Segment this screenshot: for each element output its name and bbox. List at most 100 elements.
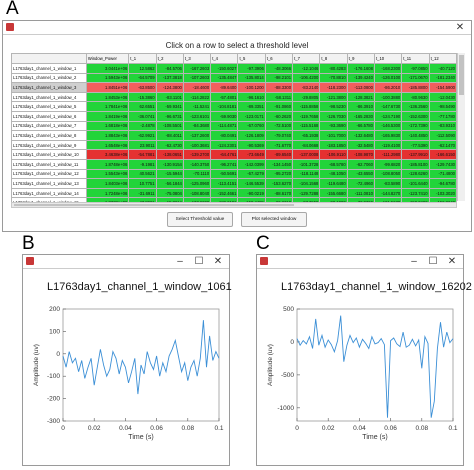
plot-b-titlebar[interactable]: – ☐ ✕ bbox=[23, 255, 229, 269]
table-cell[interactable]: -12.0430 bbox=[428, 91, 458, 103]
table-cell[interactable]: -112.5090 bbox=[428, 130, 458, 141]
table-cell[interactable]: -11.5241 bbox=[182, 101, 212, 112]
table-cell[interactable]: 1.8843e+06 bbox=[85, 130, 130, 141]
table-cell[interactable]: -83.2140 bbox=[292, 82, 321, 93]
table-cell[interactable]: -64.5709 bbox=[128, 72, 157, 84]
table-cell[interactable]: -119.7658 bbox=[292, 110, 321, 122]
table-cell[interactable]: -123.7410 bbox=[401, 187, 430, 199]
column-header[interactable] bbox=[11, 53, 87, 64]
table-cell[interactable]: -95.2720 bbox=[264, 168, 294, 180]
table-cell[interactable]: 1.8748e+06 bbox=[85, 158, 130, 170]
table-cell[interactable]: -128.6260 bbox=[401, 168, 430, 180]
plot-c-titlebar[interactable]: – ☐ ✕ bbox=[257, 255, 463, 269]
table-cell[interactable]: -89.3351 bbox=[237, 101, 266, 112]
table-cell[interactable]: -129.7288 bbox=[292, 187, 321, 199]
table-cell[interactable]: -60.2620 bbox=[264, 110, 294, 122]
table-cell[interactable]: -124.2301 bbox=[210, 139, 239, 151]
table-cell[interactable]: -107.2603 bbox=[182, 72, 212, 84]
row-name-cell[interactable]: L1763day1_channel_1_window_11 bbox=[11, 158, 87, 170]
table-cell[interactable]: -138.0651 bbox=[155, 149, 184, 160]
table-cell[interactable]: -75.0804 bbox=[155, 187, 184, 199]
table-row[interactable]: L1763day1_channel_1_window_7 1.6818e+06 -2… bbox=[11, 120, 458, 132]
table-cell[interactable]: -106.4200 bbox=[292, 72, 321, 84]
table-cell[interactable]: 40.5621 bbox=[128, 168, 157, 180]
table-cell[interactable]: -84.3680 bbox=[182, 120, 212, 132]
table-cell[interactable]: -89.6540 bbox=[264, 149, 294, 160]
close-icon[interactable]: ✕ bbox=[447, 256, 457, 267]
table-cell[interactable]: -185.8100 bbox=[401, 158, 430, 170]
table-cell[interactable]: -128.3821 bbox=[346, 91, 375, 103]
table-cell[interactable]: 62.6551 bbox=[128, 101, 157, 112]
table-cell[interactable]: -83.9310 bbox=[428, 120, 458, 132]
table-cell[interactable]: -56.1844 bbox=[155, 178, 184, 189]
select-threshold-button[interactable]: Select Threshold value bbox=[167, 212, 233, 227]
table-cell[interactable]: -32.5480 bbox=[346, 139, 375, 151]
table-cell[interactable]: -67.0760 bbox=[237, 120, 266, 132]
row-name-cell[interactable]: L1763day1_channel_1_window_12 bbox=[11, 168, 87, 180]
table-cell[interactable]: -96.6731 bbox=[155, 110, 184, 122]
table-cell[interactable]: -168.2300 bbox=[373, 63, 403, 74]
column-header[interactable]: t_6 bbox=[264, 53, 294, 64]
table-cell[interactable]: -98.5230 bbox=[319, 101, 348, 112]
table-cell[interactable]: -86.3910 bbox=[346, 101, 375, 112]
table-row[interactable]: L1763day1_channel_1_window_10 3.4638e+06-… bbox=[11, 149, 458, 160]
table-cell[interactable]: 1.5543e+06 bbox=[85, 168, 130, 180]
table-cell[interactable]: -154.5900 bbox=[428, 82, 458, 93]
table-cell[interactable]: -108.5501 bbox=[155, 120, 184, 132]
table-cell[interactable]: -101.7000 bbox=[319, 130, 348, 141]
table-cell[interactable]: -79.0740 bbox=[264, 130, 294, 141]
table-cell[interactable]: -90.0219 bbox=[237, 187, 266, 199]
minimize-icon[interactable]: – bbox=[411, 256, 417, 267]
table-cell[interactable]: -111.0810 bbox=[346, 187, 375, 199]
row-name-cell[interactable]: L1763day1_channel_1_window_7 bbox=[11, 120, 87, 132]
table-cell[interactable]: -101.6440 bbox=[401, 178, 430, 189]
table-cell[interactable]: -94.6780 bbox=[428, 178, 458, 189]
table-cell[interactable]: -96.1610 bbox=[237, 91, 266, 103]
table-cell[interactable]: -66.5780 bbox=[346, 120, 375, 132]
table-cell[interactable]: -126.0100 bbox=[373, 72, 403, 84]
table-cell[interactable]: -36.0741 bbox=[128, 110, 157, 122]
table-row[interactable]: L1763day1_channel_1_window_1 3.0441e+06 12… bbox=[11, 63, 458, 74]
table-cell[interactable]: 1.8403e+06 bbox=[85, 178, 130, 189]
table-cell[interactable]: -15.3860 bbox=[128, 91, 157, 103]
table-cell[interactable]: -97.0850 bbox=[401, 63, 430, 74]
table-cell[interactable]: -59.9341 bbox=[155, 101, 184, 112]
table-cell[interactable]: -135.8014 bbox=[237, 72, 266, 84]
table-horizontal-scrollbar[interactable] bbox=[11, 202, 457, 208]
table-cell[interactable]: -137.0008 bbox=[292, 149, 321, 160]
row-name-cell[interactable]: L1763day1_channel_1_window_10 bbox=[11, 149, 87, 160]
plot-selected-window-button[interactable]: Plot selected window bbox=[241, 212, 307, 227]
table-cell[interactable]: -100.3880 bbox=[373, 91, 403, 103]
table-cell[interactable]: 1.8419e+06 bbox=[85, 110, 130, 122]
table-cell[interactable]: -165.2830 bbox=[346, 110, 375, 122]
table-cell[interactable]: -106.9110 bbox=[319, 149, 348, 160]
table-cell[interactable]: -63.8500 bbox=[128, 82, 157, 93]
table-row[interactable]: L1763day1_channel_1_window_2 1.5943e+06 -6… bbox=[11, 72, 458, 84]
table-cell[interactable]: -165.9830 bbox=[373, 130, 403, 141]
table-cell[interactable]: -123.0171 bbox=[237, 110, 266, 122]
table-cell[interactable]: -152.6300 bbox=[401, 110, 430, 122]
table-row[interactable]: L1763day1_channel_1_window_5 1.7841e+06 62… bbox=[11, 101, 458, 112]
table-cell[interactable]: -104.8181 bbox=[210, 101, 239, 112]
table-cell[interactable]: 23.9011 bbox=[128, 139, 157, 151]
table-cell[interactable]: -84.0668 bbox=[292, 139, 321, 151]
table-cell[interactable]: -15.5944 bbox=[155, 168, 184, 180]
table-cell[interactable]: -166.6150 bbox=[428, 149, 458, 160]
table-cell[interactable]: -88.4011 bbox=[155, 130, 184, 141]
table-cell[interactable]: -124.7190 bbox=[373, 110, 403, 122]
table-cell[interactable]: -40.7120 bbox=[428, 63, 458, 74]
row-name-cell[interactable]: L1763day1_channel_1_window_14 bbox=[11, 187, 87, 199]
row-name-cell[interactable]: L1763day1_channel_1_window_13 bbox=[11, 178, 87, 189]
table-cell[interactable]: -12.1046 bbox=[292, 63, 321, 74]
table-cell[interactable]: -71.6770 bbox=[264, 139, 294, 151]
minimize-icon[interactable]: – bbox=[177, 256, 183, 267]
table-cell[interactable]: 1.8451e+06 bbox=[85, 82, 130, 93]
maximize-icon[interactable]: ☐ bbox=[194, 256, 204, 267]
table-cell[interactable]: -62.7060 bbox=[346, 158, 375, 170]
maximize-icon[interactable]: ☐ bbox=[428, 256, 438, 267]
table-cell[interactable]: -62.1470 bbox=[428, 139, 458, 151]
row-name-cell[interactable]: L1763day1_channel_1_window_9 bbox=[11, 139, 87, 151]
table-cell[interactable]: -43.6550 bbox=[346, 168, 375, 180]
row-name-cell[interactable]: L1763day1_channel_1_window_2 bbox=[11, 72, 87, 84]
threshold-table[interactable]: Window_Power t_1 t_2 t_3 t_4 t_5 t_6 t_7 t_8 t_9 t… bbox=[11, 53, 458, 208]
